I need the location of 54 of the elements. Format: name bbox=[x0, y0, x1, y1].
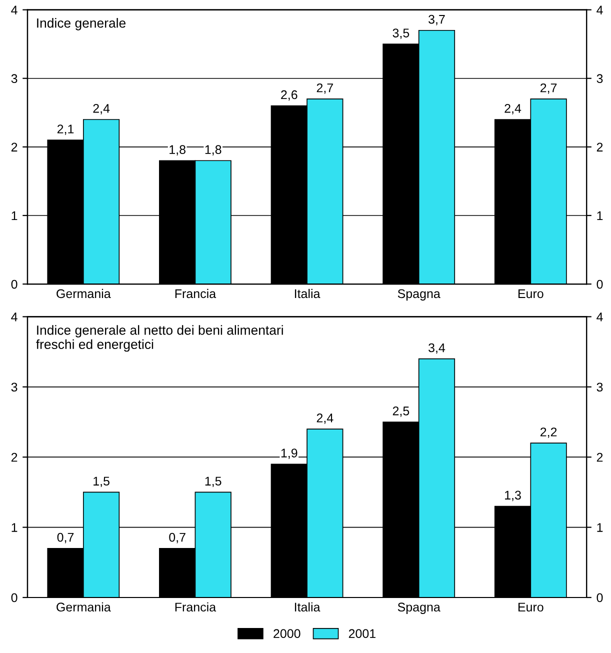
data-label: 1,5 bbox=[205, 476, 222, 488]
y-tick-label: 0 bbox=[11, 280, 18, 289]
text: Indice generale al netto dei beni alimentari freschi ed energetici bbox=[36, 325, 283, 352]
data-label: 1,8 bbox=[170, 145, 186, 156]
y2-tick-label: 0 bbox=[596, 280, 603, 289]
data-label: 3,5 bbox=[392, 28, 410, 39]
data-label: 2,6 bbox=[281, 90, 298, 101]
x-tick-label: Spagna bbox=[398, 602, 440, 614]
data-label: 2,7 bbox=[540, 83, 557, 94]
data-label: 0,7 bbox=[57, 532, 74, 544]
data-label: 1,5 bbox=[94, 476, 110, 488]
y2-tick-label: 4 bbox=[596, 312, 603, 322]
data-label: 1,9 bbox=[281, 448, 298, 459]
data-label: 2,1 bbox=[57, 124, 74, 135]
legend-label: 2000 bbox=[274, 629, 300, 638]
x-tick-label: Francia bbox=[175, 602, 216, 612]
y2-tick-label: 1 bbox=[597, 211, 603, 220]
y2-tick-label: 0 bbox=[596, 593, 603, 602]
y-tick-label: 3 bbox=[11, 382, 18, 392]
data-label: 2,4 bbox=[504, 104, 522, 114]
y2-tick-label: 3 bbox=[596, 382, 603, 392]
x-tick-label: Italia bbox=[294, 602, 320, 612]
y-tick-label: 4 bbox=[11, 312, 18, 322]
data-label: 2,4 bbox=[316, 414, 334, 424]
x-tick-label: Spagna bbox=[398, 289, 440, 301]
y-tick-label: 1 bbox=[12, 523, 18, 532]
data-label: 1,8 bbox=[205, 145, 222, 156]
x-tick-label: Germania bbox=[56, 602, 111, 612]
y-tick-label: 0 bbox=[11, 593, 18, 602]
y-tick-label: 2 bbox=[11, 452, 18, 462]
data-label: 3,7 bbox=[428, 14, 445, 26]
y-tick-label: 2 bbox=[11, 142, 18, 152]
y2-tick-label: 2 bbox=[596, 452, 603, 462]
data-label: 2,4 bbox=[93, 104, 110, 114]
data-label: 2,2 bbox=[540, 428, 557, 438]
y-tick-label: 4 bbox=[11, 6, 18, 14]
y2-tick-label: 2 bbox=[596, 142, 603, 152]
legend-label: 2001 bbox=[348, 629, 376, 638]
data-label: 1,3 bbox=[505, 490, 521, 502]
y-tick-label: 3 bbox=[11, 74, 18, 84]
x-tick-label: Euro bbox=[518, 289, 544, 298]
x-tick-label: Italia bbox=[294, 288, 320, 298]
data-label: 2,5 bbox=[392, 406, 410, 417]
data-label: 2,7 bbox=[316, 83, 333, 94]
x-tick-label: Francia bbox=[175, 288, 216, 298]
x-tick-label: Euro bbox=[518, 602, 544, 612]
y2-tick-label: 4 bbox=[596, 6, 603, 14]
y2-tick-label: 3 bbox=[596, 74, 603, 84]
y-tick-label: 1 bbox=[12, 211, 18, 220]
data-label: 3,4 bbox=[428, 343, 446, 354]
text: Indice generale bbox=[37, 18, 126, 30]
x-tick-label: Germania bbox=[56, 288, 111, 298]
data-label: 0,7 bbox=[169, 532, 186, 544]
y2-tick-label: 1 bbox=[597, 523, 603, 532]
